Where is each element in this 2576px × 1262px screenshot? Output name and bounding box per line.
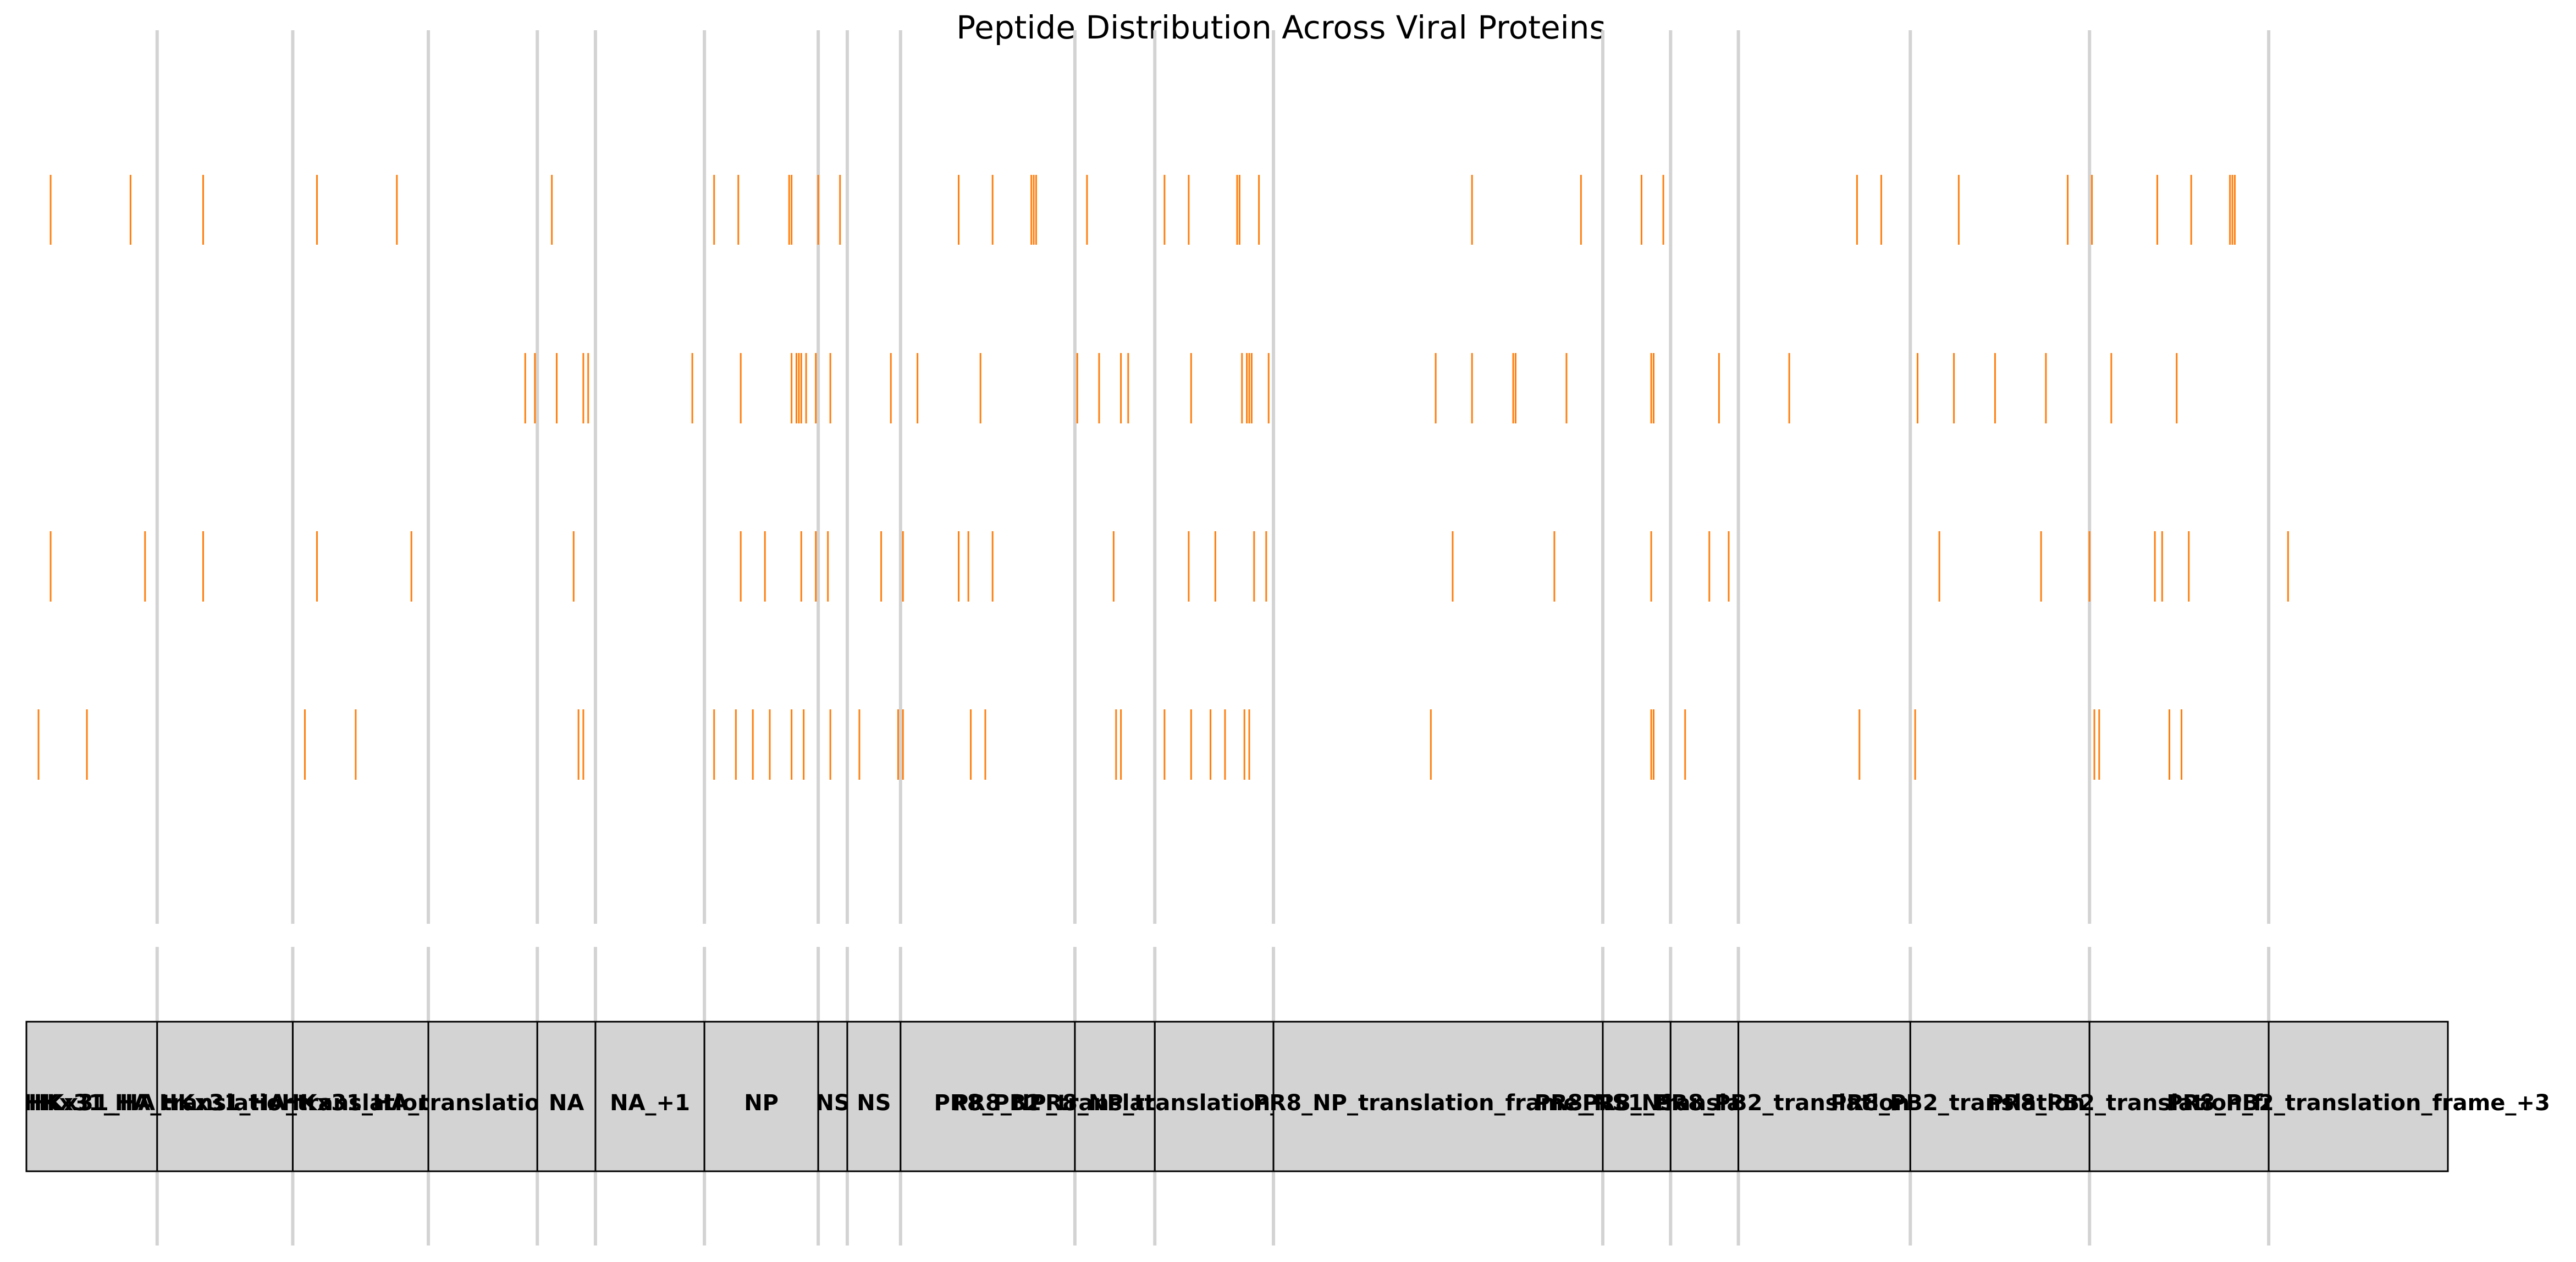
segment-label: NA_+1: [610, 1090, 690, 1116]
segment-label: NP: [744, 1090, 779, 1116]
chart-title: Peptide Distribution Across Viral Protei…: [956, 9, 1606, 46]
segment-label: NS: [815, 1090, 850, 1116]
segment-box: [817, 1021, 848, 1172]
protein-segment: NP: [703, 1021, 819, 1172]
protein-segment: PR8_PB2_translation_frame_+3: [2166, 1021, 2550, 1172]
protein-segment: PR8_NS1: [1582, 1021, 1691, 1172]
segment-box: [291, 1021, 429, 1172]
segment-box: [156, 1021, 294, 1172]
peptide-row: [49, 531, 2289, 602]
segment-box: [2268, 1021, 2449, 1172]
segment-box: [2088, 1021, 2270, 1172]
segment-box: [1909, 1021, 2090, 1172]
protein-segment: PR8_PB2_translation_frame_+1: [1987, 1021, 2371, 1172]
segment-box: [1272, 1021, 1604, 1172]
segment-box: [427, 1021, 538, 1172]
segment-label: HKx31_HA: [29, 1090, 155, 1116]
peptide-row: [37, 709, 2183, 780]
segment-label: NS: [857, 1090, 891, 1116]
segment-box: [900, 1021, 1076, 1172]
segment-label: PR8_PB2: [934, 1090, 1042, 1116]
segment-box: [1602, 1021, 1672, 1172]
protein-segment: PR8_PB2_translation_frame: [1655, 1021, 1994, 1172]
segment-label: PR8_PB2_translation_frame_+3: [2166, 1090, 2550, 1116]
segment-box: [594, 1021, 705, 1172]
protein-segment: NA_+1: [594, 1021, 705, 1172]
segment-label: NA: [549, 1090, 584, 1116]
segment-box: [1737, 1021, 1911, 1172]
segment-box: [1669, 1021, 1740, 1172]
protein-segment: NS: [846, 1021, 902, 1172]
segment-track: HKx31_HAHKx31_HA_translation_frame_+1HKx…: [24, 1021, 2550, 1172]
protein-segment: NS: [815, 1021, 850, 1172]
segment-label: PR8_NP_translation_frame_+1: [1253, 1090, 1623, 1116]
protein-segment: NA: [536, 1021, 597, 1172]
peptide-row: [49, 175, 2236, 245]
top-boundary-lines: [155, 30, 2271, 924]
protein-segment: PR8_NP_translation_frame_+1: [1253, 1021, 1623, 1172]
peptide-rows: [37, 175, 2289, 780]
protein-segment: PR8_PB2: [900, 1021, 1076, 1172]
segment-box: [703, 1021, 819, 1172]
peptide-row: [524, 353, 2178, 423]
